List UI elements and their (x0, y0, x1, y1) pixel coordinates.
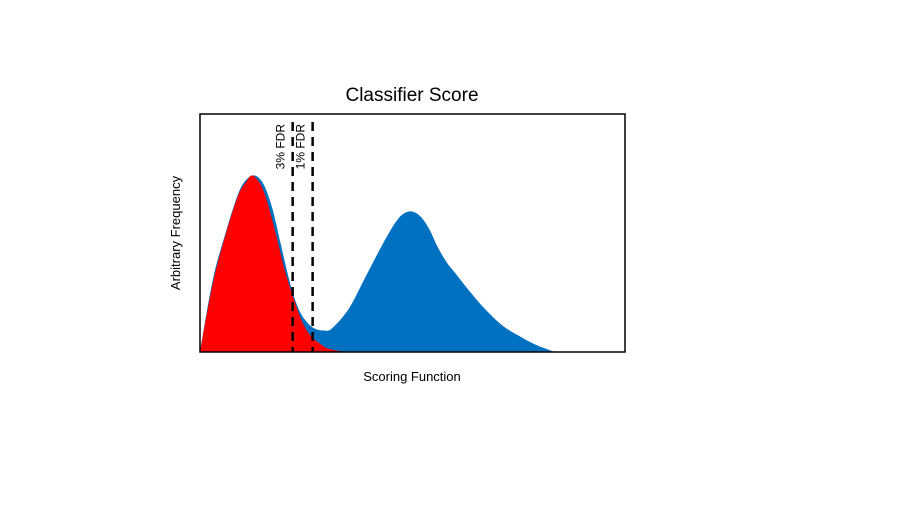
x-axis-label: Scoring Function (363, 369, 461, 384)
y-axis-label: Arbitrary Frequency (168, 175, 183, 290)
plot-area: 3% FDR 1% FDR (200, 122, 555, 352)
fdr-label-1: 3% FDR (274, 124, 288, 170)
series-area-red (200, 175, 353, 352)
plot-frame (199, 113, 626, 353)
chart-title: Classifier Score (345, 85, 478, 106)
fdr-label-2: 1% FDR (294, 124, 308, 170)
